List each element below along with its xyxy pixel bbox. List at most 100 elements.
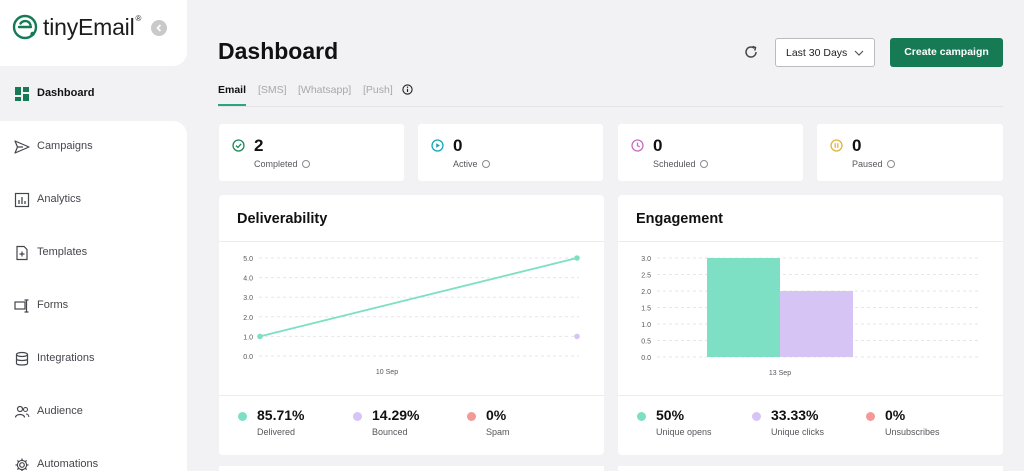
y-tick-label: 3.0 xyxy=(243,295,253,302)
y-tick-label: 2.0 xyxy=(243,315,253,322)
stat-card-paused: 0 Paused xyxy=(817,124,1003,181)
tab-whatsapp[interactable]: [Whatsapp] xyxy=(298,84,352,96)
metric-label: Spam xyxy=(486,427,510,437)
chevron-left-icon xyxy=(156,24,162,32)
page-title: Dashboard xyxy=(218,38,339,64)
panel-title: Deliverability xyxy=(237,211,328,227)
metric-value: 0% xyxy=(885,407,906,423)
logo-icon xyxy=(12,14,38,40)
engagement-chart: 0.0 0.5 1.0 1.5 2.0 2.5 3.0 13 Sep xyxy=(641,256,978,377)
analytics-chart-icon xyxy=(14,192,30,207)
y-tick-label: 2.0 xyxy=(641,289,651,296)
info-icon[interactable] xyxy=(886,160,895,168)
stat-value: 0 xyxy=(453,136,463,155)
y-tick-label: 4.0 xyxy=(243,276,253,283)
info-icon[interactable] xyxy=(402,84,413,95)
engagement-panel: Engagement 0.0 0.5 1.0 1.5 2.0 2.5 3.0 13 Sep 5… xyxy=(618,195,1003,455)
data-point xyxy=(574,333,580,340)
metric-label: Delivered xyxy=(257,427,296,437)
refresh-icon[interactable] xyxy=(743,44,759,60)
metric-label: Unique opens xyxy=(656,427,712,437)
sidebar-item-label: Automations xyxy=(37,457,99,470)
info-icon[interactable] xyxy=(481,160,490,168)
collapse-sidebar-button[interactable] xyxy=(151,20,167,36)
deliverability-panel: Deliverability 0.0 1.0 2.0 3.0 4.0 5.0 10 Sep … xyxy=(219,195,604,455)
metric-value: 50% xyxy=(656,407,685,423)
info-icon[interactable] xyxy=(301,160,310,168)
bar xyxy=(780,291,853,357)
data-point xyxy=(257,333,263,340)
sidebar-item-automations[interactable]: Automations xyxy=(0,438,187,471)
metric-value: 0% xyxy=(486,407,507,423)
tab-sms[interactable]: [SMS] xyxy=(258,84,287,96)
legend-dot xyxy=(353,412,362,421)
sidebar-item-label: Templates xyxy=(37,245,88,258)
deliverability-chart: 0.0 1.0 2.0 3.0 4.0 5.0 10 Sep xyxy=(243,255,580,376)
sidebar-item-templates[interactable]: Templates xyxy=(0,226,187,279)
create-campaign-button[interactable]: Create campaign xyxy=(890,38,1003,67)
sidebar-item-label: Analytics xyxy=(37,192,82,205)
sidebar-item-analytics[interactable]: Analytics xyxy=(0,173,187,226)
stat-label: Active xyxy=(453,159,490,169)
y-tick-label: 0.0 xyxy=(243,354,253,361)
legend-dot xyxy=(752,412,761,421)
y-tick-label: 1.5 xyxy=(641,306,651,313)
brand-name: tinyEmail® xyxy=(43,14,142,40)
gear-icon xyxy=(15,458,29,471)
active-tab-indicator xyxy=(218,104,246,106)
form-icon xyxy=(14,298,29,313)
stat-card-completed: 2 Completed xyxy=(219,124,404,181)
sidebar-item-label: Dashboard xyxy=(37,86,95,99)
stat-card-active: 0 Active xyxy=(418,124,603,181)
template-file-icon xyxy=(16,245,28,260)
stat-label: Completed xyxy=(254,159,310,169)
stat-label: Paused xyxy=(852,159,895,169)
sidebar-item-campaigns[interactable]: Campaigns xyxy=(0,120,187,173)
x-tick-label: 13 Sep xyxy=(769,370,791,377)
send-icon xyxy=(14,139,30,154)
users-icon xyxy=(14,405,30,418)
database-icon xyxy=(15,351,29,366)
pause-circle-icon xyxy=(830,139,843,152)
metric-label: Bounced xyxy=(372,427,408,437)
sidebar-item-integrations[interactable]: Integrations xyxy=(0,332,187,385)
metric-value: 33.33% xyxy=(771,407,819,423)
sidebar-item-label: Audience xyxy=(37,404,83,417)
y-tick-label: 1.0 xyxy=(243,334,253,341)
legend-dot xyxy=(637,412,646,421)
tab-email[interactable]: Email xyxy=(218,84,247,96)
stat-value: 0 xyxy=(852,136,862,155)
y-tick-label: 0.0 xyxy=(641,355,651,362)
metric-value: 14.29% xyxy=(372,407,420,423)
metric-label: Unsubscribes xyxy=(885,427,940,437)
chevron-down-icon xyxy=(854,50,864,56)
sidebar-item-forms[interactable]: Forms xyxy=(0,279,187,332)
legend-dot xyxy=(866,412,875,421)
data-point xyxy=(574,255,580,261)
y-tick-label: 5.0 xyxy=(243,256,253,263)
logo-area: tinyEmail® xyxy=(0,0,187,66)
series-line xyxy=(259,257,578,338)
sidebar-item-audience[interactable]: Audience xyxy=(0,385,187,438)
stat-value: 2 xyxy=(254,136,264,155)
dashboard-grid-icon xyxy=(15,86,29,101)
y-tick-label: 3.0 xyxy=(641,256,651,263)
panel-title: Engagement xyxy=(636,211,724,227)
stat-card-scheduled: 0 Scheduled xyxy=(618,124,803,181)
metric-label: Unique clicks xyxy=(771,427,825,437)
legend-dot xyxy=(238,412,247,421)
sidebar-item-dashboard[interactable]: Dashboard xyxy=(0,67,187,120)
check-circle-icon xyxy=(232,139,245,152)
y-tick-label: 0.5 xyxy=(641,339,651,346)
x-tick-label: 10 Sep xyxy=(376,369,398,376)
date-range-value: Last 30 Days xyxy=(786,47,848,59)
stat-label: Scheduled xyxy=(653,159,708,169)
stat-value: 0 xyxy=(653,136,663,155)
metric-value: 85.71% xyxy=(257,407,305,423)
info-icon[interactable] xyxy=(699,160,708,168)
sidebar-item-label: Campaigns xyxy=(37,139,93,152)
tab-push[interactable]: [Push] xyxy=(363,84,393,96)
sidebar-item-label: Forms xyxy=(37,298,69,311)
date-range-select[interactable]: Last 30 Days xyxy=(775,38,875,67)
sidebar: tinyEmail® Dashboard Campaigns Analytics… xyxy=(0,0,187,471)
